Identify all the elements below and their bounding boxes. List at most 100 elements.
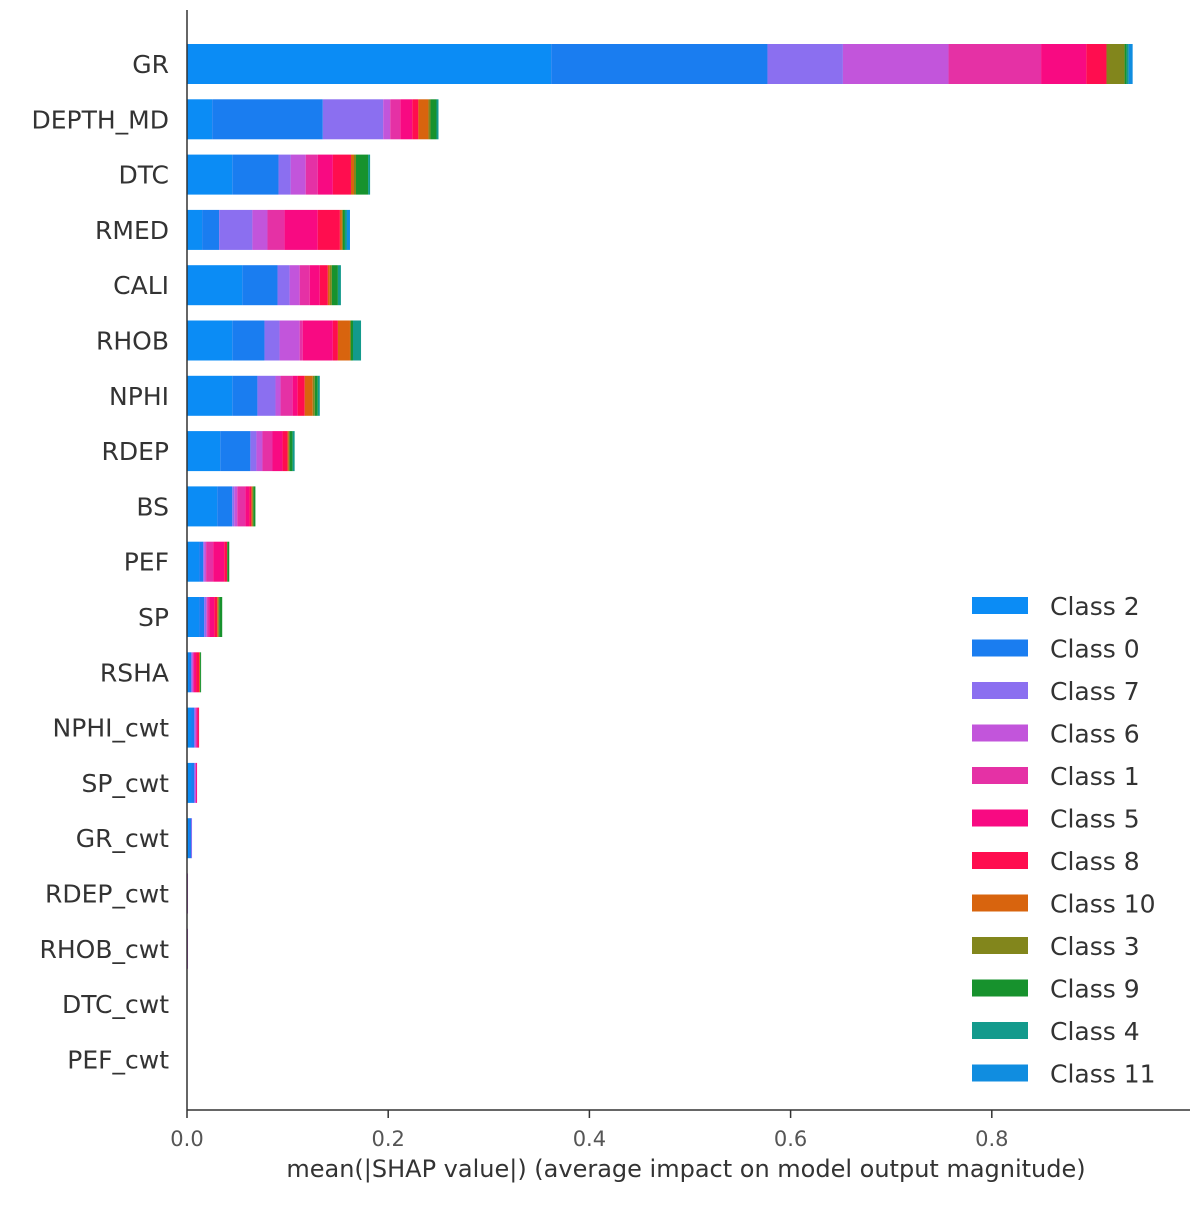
- bar-segment-sp-cwt-class-5: [196, 762, 198, 803]
- legend-swatch-class-11: [972, 1064, 1028, 1082]
- bar-segment-rsha-class-5: [194, 652, 197, 693]
- bar-segment-gr-class-2: [187, 44, 552, 84]
- legend-swatch-class-6: [972, 724, 1028, 742]
- bar-segment-depth-md-class-5: [400, 99, 413, 140]
- bar-segment-rsha-class-1: [193, 652, 195, 693]
- y-tick-label-rmed: RMED: [95, 216, 169, 245]
- bar-segment-dtc-class-0: [232, 154, 279, 195]
- bar-segment-sp-class-0: [199, 597, 205, 637]
- bar-segment-gr-class-1: [948, 44, 1042, 84]
- bar-segment-nphi-cwt-class-8: [198, 707, 200, 748]
- y-tick-label-gr-cwt: GR_cwt: [76, 824, 169, 853]
- bar-segment-nphi-class-6: [275, 375, 281, 416]
- bar-segment-cali-class-6: [289, 265, 300, 306]
- y-tick-label-pef: PEF: [124, 548, 169, 577]
- bar-segment-nphi-cwt-class-1: [196, 707, 198, 748]
- bar-segment-rhob-class-8: [332, 320, 338, 361]
- bar-segment-sp-class-5: [209, 597, 215, 637]
- bar-segment-rdep-class-0: [220, 431, 251, 472]
- bar-segment-depth-md-class-3: [428, 99, 431, 140]
- bar-segment-pef-class-0: [199, 541, 204, 582]
- legend-swatch-class-10: [972, 894, 1028, 912]
- bar-segment-bs-class-9: [253, 486, 256, 527]
- bar-segment-sp-class-6: [206, 597, 208, 637]
- bar-segment-rhob-class-0: [232, 320, 265, 361]
- bar-segment-rmed-class-11: [346, 209, 350, 250]
- bar-segment-rmed-class-9: [342, 209, 345, 250]
- bar-segment-nphi-class-5: [292, 375, 298, 416]
- bar-segment-rdep-class-8: [282, 431, 288, 472]
- legend: Class 2 Class 0 Class 7 Class 6 Class 1 Class…: [972, 592, 1156, 1089]
- bar-segment-cali-class-7: [277, 265, 290, 306]
- bar-segment-nphi-class-10: [304, 375, 313, 416]
- bar-segment-rmed-class-5: [284, 209, 318, 250]
- bar-segment-dtc-class-10: [350, 154, 354, 195]
- bar-segment-dtc-class-8: [332, 154, 351, 195]
- bar-segment-rhob-class-5: [302, 320, 333, 361]
- bar-segment-nphi-cwt-class-2: [187, 707, 192, 748]
- y-tick-label-rhob-cwt: RHOB_cwt: [40, 935, 170, 964]
- bar-segment-bs-class-7: [232, 486, 235, 527]
- bar-segment-rsha-class-10: [199, 652, 201, 693]
- bar-segment-rdep-class-2: [187, 431, 221, 472]
- y-tick-label-nphi: NPHI: [109, 382, 169, 411]
- y-tick-label-depth-md: DEPTH_MD: [31, 105, 169, 134]
- bar-segment-depth-md-class-1: [390, 99, 401, 140]
- bar-segment-rhob-class-6: [279, 320, 300, 361]
- x-tick-label: 0.0: [170, 1127, 203, 1151]
- y-tick-labels: GR DEPTH_MD DTC RMED CALI RHOB NPHI RDEP BS PEF SP…: [31, 50, 169, 1074]
- bar-segment-rdep-class-9: [289, 431, 293, 472]
- legend-label-class-10: Class 10: [1050, 890, 1156, 919]
- bar-segment-bs-class-6: [234, 486, 238, 527]
- legend-label-class-4: Class 4: [1050, 1017, 1140, 1046]
- bar-segment-nphi-class-9: [314, 375, 318, 416]
- legend-swatch-class-5: [972, 809, 1028, 827]
- bar-segment-pef-class-2: [187, 541, 200, 582]
- bar-segment-rhob-class-2: [187, 320, 233, 361]
- bar-segment-gr-cwt-class-0: [189, 818, 192, 859]
- bar-segment-nphi-cwt-class-6: [195, 707, 197, 748]
- legend-label-class-0: Class 0: [1050, 635, 1140, 664]
- bar-segment-gr-cwt-class-2: [187, 818, 190, 859]
- bar-segment-nphi-cwt-class-7: [194, 707, 196, 748]
- bar-segment-gr-class-7: [767, 44, 843, 84]
- bar-segment-cali-class-3: [329, 265, 332, 306]
- bar-segment-bs-class-5: [245, 486, 250, 527]
- bar-segment-pef-class-8: [224, 541, 228, 582]
- bar-segment-dtc-class-6: [290, 154, 306, 195]
- bar-segment-rdep-class-7: [250, 431, 257, 472]
- bar-segment-depth-md-class-8: [412, 99, 419, 140]
- bar-segment-cali-class-4: [337, 265, 341, 306]
- bar-segment-bs-class-8: [249, 486, 252, 527]
- bar-segment-sp-cwt-class-2: [187, 762, 192, 803]
- bar-segment-sp-class-2: [187, 597, 200, 637]
- bar-segment-rmed-class-8: [317, 209, 340, 250]
- bar-segment-cali-class-5: [309, 265, 320, 306]
- y-tick-label-pef-cwt: PEF_cwt: [67, 1045, 169, 1074]
- y-tick-label-dtc-cwt: DTC_cwt: [62, 990, 169, 1019]
- bar-segment-cali-class-1: [299, 265, 310, 306]
- bar-segment-rmed-class-0: [202, 209, 220, 250]
- y-tick-label-rhob: RHOB: [96, 327, 169, 356]
- bar-segment-rdep-class-4: [292, 431, 295, 472]
- x-tick-label: 0.8: [975, 1127, 1008, 1151]
- bar-segment-rsha-class-7: [191, 652, 193, 693]
- bar-segment-bs-class-3: [252, 486, 254, 527]
- bar-segment-gr-class-8: [1086, 44, 1107, 84]
- bar-segment-rdep-class-6: [256, 431, 263, 472]
- bar-segment-pef-class-7: [203, 541, 205, 582]
- bar-segment-cali-class-9: [331, 265, 338, 306]
- y-tick-label-cali: CALI: [113, 271, 169, 300]
- legend-label-class-8: Class 8: [1050, 847, 1140, 876]
- bar-segment-sp-class-1: [207, 597, 210, 637]
- bar-segment-sp-class-8: [214, 597, 218, 637]
- x-tick-label: 0.2: [371, 1127, 404, 1151]
- bar-segment-pef-class-9: [227, 541, 230, 582]
- bar-segment-rdep-class-1: [262, 431, 273, 472]
- y-tick-label-rsha: RSHA: [100, 658, 169, 687]
- legend-swatch-class-4: [972, 1022, 1028, 1039]
- legend-swatch-class-7: [972, 682, 1028, 699]
- legend-swatch-class-3: [972, 937, 1028, 954]
- legend-swatch-class-0: [972, 639, 1028, 657]
